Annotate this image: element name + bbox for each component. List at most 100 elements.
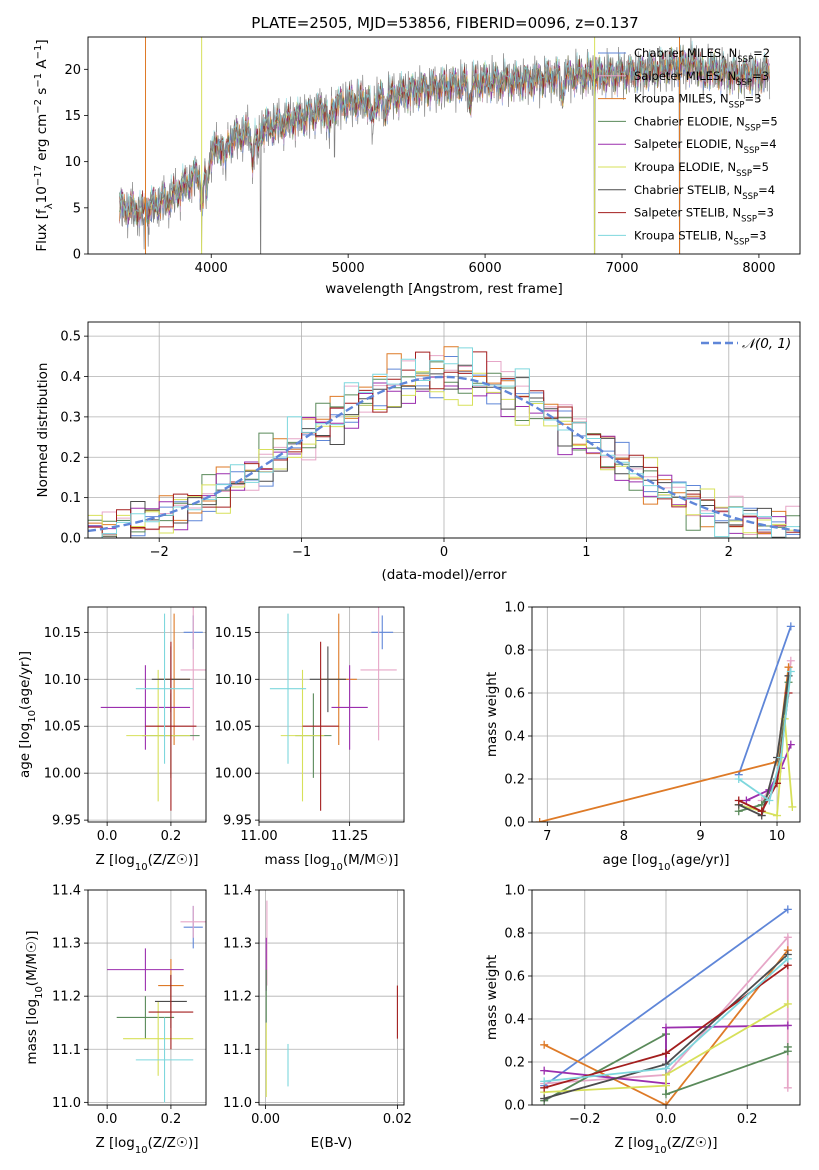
marker-salpeter_miles <box>783 933 792 942</box>
x-tick-label: 7 <box>543 829 551 844</box>
marker-kroupa_stelib <box>540 1077 549 1086</box>
y-tick-label: 0.8 <box>504 927 525 942</box>
y-tick-label: 11.2 <box>223 990 252 1005</box>
x-tick-label: 0.0 <box>97 1112 118 1127</box>
x-tick-label: −0.2 <box>569 1112 601 1127</box>
marker-kroupa_stelib <box>786 667 795 676</box>
y-tick-label: 11.3 <box>52 937 81 952</box>
normal-legend-label: 𝒩(0, 1) <box>742 336 791 352</box>
histogram-kroupa_elodie <box>88 371 800 537</box>
marker-salpeter_elodie <box>662 1023 670 1032</box>
y-tick-label: 11.0 <box>223 1096 252 1111</box>
marker-kroupa_elodie <box>773 811 782 820</box>
x-tick-label: 10 <box>769 829 786 844</box>
histogram-ylabel: Normed distribution <box>35 363 51 498</box>
y-tick-label: 10.15 <box>44 626 81 641</box>
residual_histogram-frame <box>87 321 801 539</box>
age_vs_Z-ylabel: age [log10(age/yr)] <box>17 651 38 778</box>
mass_vs_ebv-axes: 0.00 0.02 11.0 11.1 11.2 11.3 11.4 <box>223 884 412 1128</box>
marker-kroupa_miles <box>535 818 544 822</box>
mass_vs_Z-frame <box>87 889 207 1106</box>
spectrum-lines <box>119 37 771 254</box>
y-tick-label: 10.10 <box>215 673 252 688</box>
age_vs_Z-errorbars <box>100 607 206 811</box>
legend-label-chabrier_miles: Chabrier MILES, NSSP=2 <box>634 46 770 65</box>
mass_weight_vs_age-lines <box>535 622 797 822</box>
x-tick-label: 0.2 <box>161 1112 182 1127</box>
y-tick-label: 0.0 <box>504 1099 525 1114</box>
mass_weight_vs_Z-axes: −0.2 0.0 0.2 0.0 0.2 0.4 0.6 0.8 1.0 <box>504 884 800 1127</box>
y-tick-label: 11.4 <box>223 884 252 899</box>
y-tick-label: 0.2 <box>504 773 525 788</box>
y-tick-label: 0.0 <box>504 816 525 831</box>
spectrum-axes: 4000 5000 6000 7000 8000 0 5 10 15 20 <box>64 63 775 276</box>
marker-chabrier_miles <box>783 905 792 914</box>
spectrum-ylabel: Flux [fλ10−17 erg cm−2 s−1 A−1] <box>33 39 55 251</box>
marker-kroupa_elodie <box>783 999 792 1008</box>
x-tick-label: 0.2 <box>737 1112 758 1127</box>
mass_vs_Z-axes: 0.0 0.2 11.0 11.1 11.2 11.3 11.4 <box>52 884 206 1127</box>
legend-label-salpeter_stelib: Salpeter STELIB, NSSP=3 <box>634 206 774 225</box>
spectrum-legend: Chabrier MILES, NSSP=2 Salpeter MILES, NS… <box>598 46 778 247</box>
marker-kroupa_elodie <box>662 1081 670 1090</box>
x-tick-label: 0.0 <box>97 829 118 844</box>
x-tick-label: 11.00 <box>240 829 277 844</box>
marker-salpeter_miles <box>786 656 795 665</box>
y-tick-label: 0.4 <box>504 1013 525 1028</box>
marker-chabrier_elodie <box>783 1042 792 1051</box>
x-tick-label: 9 <box>696 829 704 844</box>
model-spectrum-kroupa_stelib <box>119 40 770 225</box>
series-chabrier_miles <box>737 626 792 775</box>
mass_vs_ebv-xlabel: E(B-V) <box>311 1135 353 1151</box>
y-tick-label: 11.1 <box>223 1043 252 1058</box>
y-tick-label: 10.05 <box>44 720 81 735</box>
marker-salpeter_stelib <box>757 807 766 816</box>
marker-salpeter_elodie <box>783 1021 792 1030</box>
y-tick-label: 0.8 <box>504 644 525 659</box>
histogram-salpeter_stelib <box>88 351 800 535</box>
y-tick-label: 11.3 <box>223 937 252 952</box>
legend-label-kroupa_stelib: Kroupa STELIB, NSSP=3 <box>634 228 766 247</box>
marker-salpeter_miles <box>783 1083 792 1092</box>
series-kroupa_miles <box>543 949 789 1105</box>
marker-kroupa_elodie <box>788 802 797 811</box>
marker-chabrier_stelib <box>540 1094 549 1103</box>
x-tick-label: 7000 <box>605 261 638 276</box>
marker-kroupa_stelib <box>776 753 785 762</box>
series-salpeter_miles <box>544 934 789 1088</box>
mass_vs_Z-ylabel: mass [log10(M/M☉)] <box>24 930 45 1064</box>
y-tick-label: 11.1 <box>52 1043 81 1058</box>
marker-kroupa_stelib <box>662 1064 670 1073</box>
age_vs_Z-xlabel: Z [log10(Z/Z☉)] <box>95 852 198 873</box>
mass_vs_Z-errorbars <box>107 905 206 1103</box>
y-tick-label: 11.4 <box>52 884 81 899</box>
x-tick-label: 0.2 <box>161 829 182 844</box>
age_vs_mass-xlabel: mass [log10(M/M☉)] <box>264 852 398 873</box>
age_vs_mass-frame <box>258 606 405 823</box>
mass_weight_vs_age-frame <box>531 606 801 823</box>
y-tick-label: 0.6 <box>504 970 525 985</box>
marker-salpeter_elodie <box>786 740 795 749</box>
marker-chabrier_miles <box>786 622 795 631</box>
legend-label-chabrier_elodie: Chabrier ELODIE, NSSP=5 <box>634 114 778 133</box>
x-tick-label: 4000 <box>195 261 228 276</box>
y-tick-label: 1.0 <box>504 601 525 616</box>
y-tick-label: 0.4 <box>60 370 81 385</box>
age_vs_Z-axes: 0.0 0.2 9.95 10.00 10.05 10.10 10.15 <box>44 607 206 844</box>
marker-kroupa_miles <box>784 663 793 672</box>
x-tick-label: 6000 <box>469 261 502 276</box>
y-tick-label: 1.0 <box>504 884 525 899</box>
marker-kroupa_stelib <box>783 954 792 963</box>
y-tick-label: 9.95 <box>52 814 81 829</box>
legend-label-kroupa_elodie: Kroupa ELODIE, NSSP=5 <box>634 160 769 179</box>
x-tick-label: 2 <box>725 545 733 560</box>
y-tick-label: 0.0 <box>60 532 81 547</box>
y-tick-label: 10 <box>64 155 81 170</box>
y-tick-label: 9.95 <box>223 814 252 829</box>
spectrum-frame <box>87 36 801 255</box>
x-tick-label: 0.0 <box>656 1112 677 1127</box>
normal-curve <box>88 375 800 533</box>
mass_weight_vs_age-ylabel: mass weight <box>484 672 500 757</box>
x-tick-label: 11.25 <box>331 829 368 844</box>
